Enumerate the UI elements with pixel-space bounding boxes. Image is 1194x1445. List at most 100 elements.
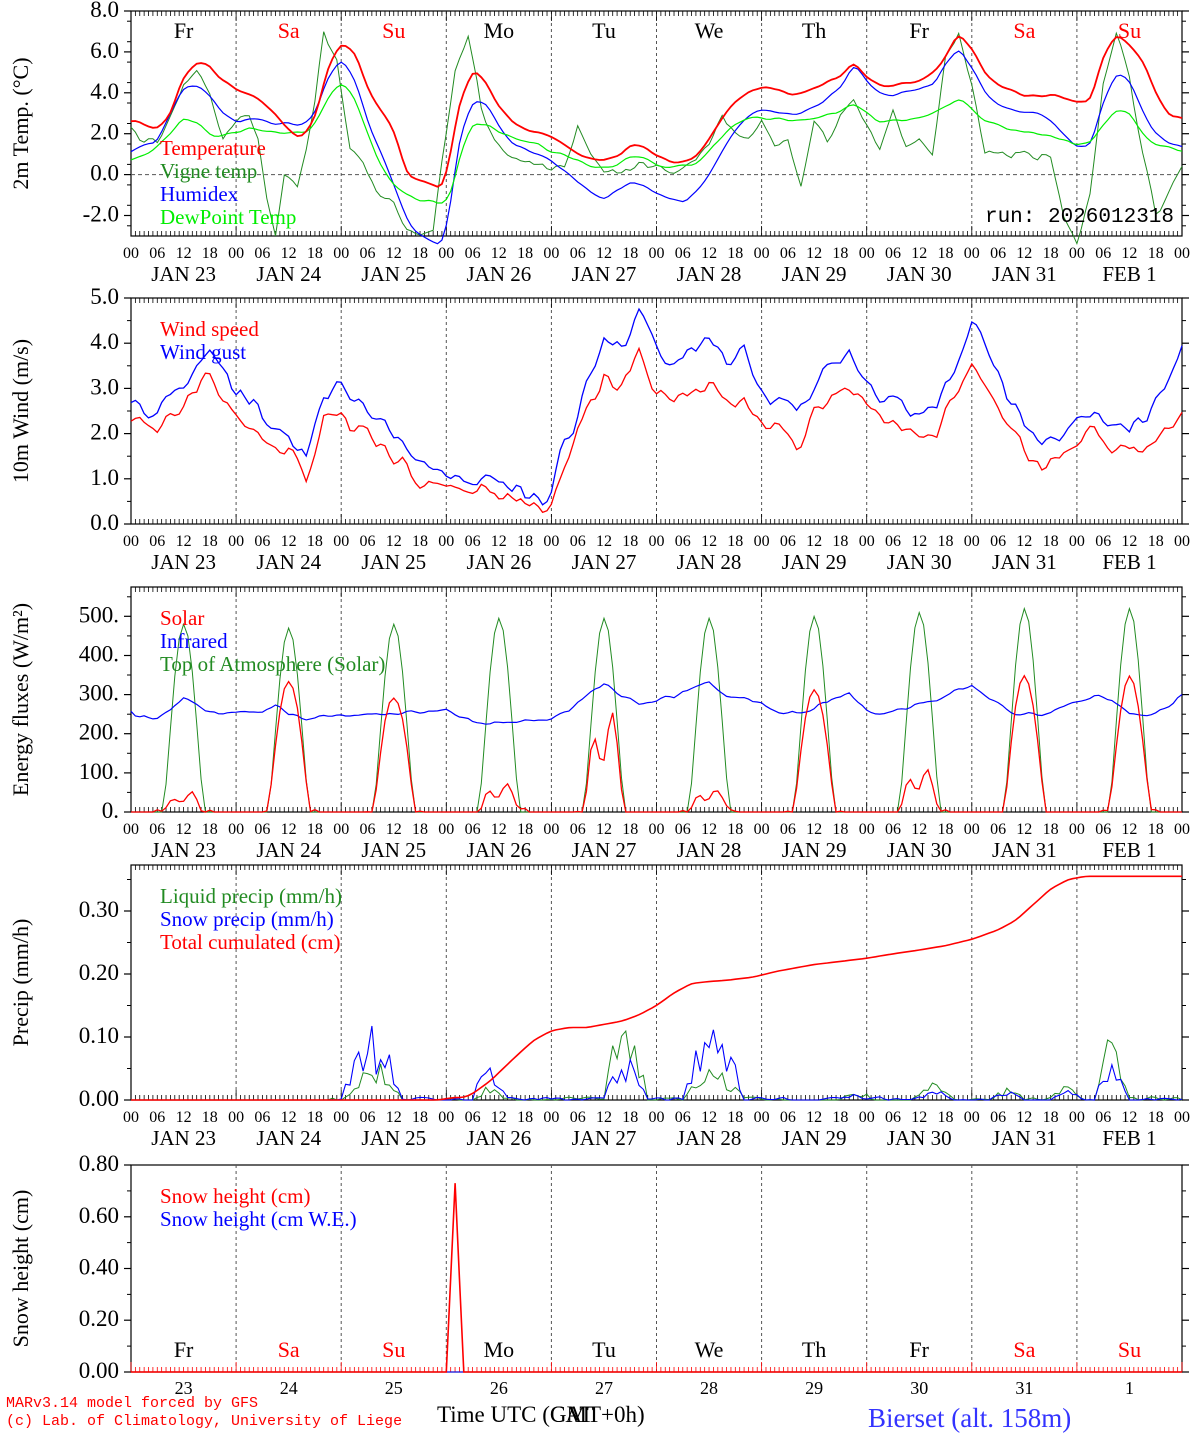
svg-text:18: 18 — [412, 821, 428, 838]
svg-text:Sa: Sa — [278, 1337, 300, 1362]
svg-text:0.: 0. — [102, 798, 119, 823]
svg-text:00: 00 — [754, 821, 770, 838]
svg-text:06: 06 — [465, 245, 481, 262]
svg-text:06: 06 — [570, 1109, 586, 1126]
svg-text:JAN 23: JAN 23 — [151, 262, 216, 286]
svg-text:0.80: 0.80 — [79, 1151, 119, 1176]
svg-text:12: 12 — [911, 533, 927, 550]
svg-text:JAN 30: JAN 30 — [887, 838, 952, 862]
svg-text:0.20: 0.20 — [79, 960, 119, 985]
svg-text:06: 06 — [780, 245, 796, 262]
svg-text:5.0: 5.0 — [90, 284, 119, 309]
svg-text:JAN 26: JAN 26 — [467, 550, 532, 574]
svg-text:00: 00 — [649, 533, 665, 550]
svg-text:00: 00 — [754, 245, 770, 262]
svg-text:00: 00 — [438, 1109, 454, 1126]
svg-text:00: 00 — [228, 245, 244, 262]
svg-text:00: 00 — [1069, 1109, 1085, 1126]
svg-text:18: 18 — [517, 533, 533, 550]
svg-text:Fr: Fr — [909, 18, 929, 43]
svg-text:0.30: 0.30 — [79, 897, 119, 922]
svg-text:JAN 31: JAN 31 — [992, 1126, 1057, 1150]
svg-text:12: 12 — [281, 1109, 297, 1126]
svg-text:00: 00 — [333, 245, 349, 262]
svg-text:06: 06 — [675, 245, 691, 262]
svg-text:JAN 24: JAN 24 — [256, 838, 321, 862]
svg-text:JAN 25: JAN 25 — [361, 838, 426, 862]
svg-text:Sa: Sa — [1013, 18, 1035, 43]
svg-text:JAN 26: JAN 26 — [467, 1126, 532, 1150]
svg-text:JAN 24: JAN 24 — [256, 550, 321, 574]
svg-text:FEB 1: FEB 1 — [1102, 838, 1156, 862]
svg-text:Sa: Sa — [1013, 1337, 1035, 1362]
svg-text:18: 18 — [1148, 533, 1164, 550]
svg-text:Fr: Fr — [174, 1337, 194, 1362]
svg-text:Mo: Mo — [484, 18, 515, 43]
svg-text:00: 00 — [649, 245, 665, 262]
svg-text:18: 18 — [202, 1109, 218, 1126]
svg-text:Mo: Mo — [484, 1337, 515, 1362]
svg-text:06: 06 — [885, 533, 901, 550]
svg-text:Snow height (cm W.E.): Snow height (cm W.E.) — [160, 1207, 357, 1231]
svg-text:18: 18 — [1043, 821, 1059, 838]
svg-text:00: 00 — [1174, 821, 1190, 838]
svg-text:12: 12 — [596, 245, 612, 262]
svg-text:1: 1 — [1125, 1378, 1134, 1398]
svg-text:Su: Su — [382, 18, 405, 43]
svg-text:0.20: 0.20 — [79, 1306, 119, 1331]
svg-text:2.0: 2.0 — [90, 420, 119, 445]
svg-text:00: 00 — [543, 821, 559, 838]
svg-text:12: 12 — [491, 821, 507, 838]
svg-text:06: 06 — [780, 533, 796, 550]
svg-text:JAN 30: JAN 30 — [887, 1126, 952, 1150]
svg-text:200.: 200. — [79, 720, 119, 745]
svg-text:JAN 23: JAN 23 — [151, 550, 216, 574]
svg-text:JAN 28: JAN 28 — [677, 1126, 742, 1150]
svg-text:12: 12 — [1121, 821, 1137, 838]
svg-text:JAN 23: JAN 23 — [151, 1126, 216, 1150]
svg-text:12: 12 — [176, 533, 192, 550]
svg-text:FEB 1: FEB 1 — [1102, 1126, 1156, 1150]
svg-text:00: 00 — [228, 533, 244, 550]
svg-text:00: 00 — [333, 821, 349, 838]
svg-text:00: 00 — [1174, 533, 1190, 550]
svg-text:2m Temp. (°C): 2m Temp. (°C) — [8, 57, 33, 189]
svg-text:06: 06 — [990, 821, 1006, 838]
svg-text:12: 12 — [176, 821, 192, 838]
svg-text:06: 06 — [570, 245, 586, 262]
svg-text:18: 18 — [307, 1109, 323, 1126]
svg-text:18: 18 — [1043, 1109, 1059, 1126]
svg-text:00: 00 — [649, 1109, 665, 1126]
svg-text:300.: 300. — [79, 681, 119, 706]
svg-text:Total cumulated (cm): Total cumulated (cm) — [160, 930, 340, 954]
svg-text:4.0: 4.0 — [90, 329, 119, 354]
svg-text:12: 12 — [386, 245, 402, 262]
svg-text:18: 18 — [307, 821, 323, 838]
svg-text:06: 06 — [1095, 1109, 1111, 1126]
svg-text:18: 18 — [202, 821, 218, 838]
svg-text:18: 18 — [832, 821, 848, 838]
svg-text:00: 00 — [964, 533, 980, 550]
svg-text:00: 00 — [1174, 1109, 1190, 1126]
svg-text:JAN 31: JAN 31 — [992, 262, 1057, 286]
svg-text:JAN 30: JAN 30 — [887, 550, 952, 574]
svg-text:run: 2026012318: run: 2026012318 — [985, 206, 1174, 229]
svg-text:12: 12 — [911, 821, 927, 838]
svg-text:JAN 31: JAN 31 — [992, 838, 1057, 862]
svg-text:18: 18 — [938, 821, 954, 838]
svg-text:400.: 400. — [79, 642, 119, 667]
svg-text:00: 00 — [859, 533, 875, 550]
svg-text:18: 18 — [1043, 245, 1059, 262]
svg-text:27: 27 — [595, 1378, 613, 1398]
svg-text:18: 18 — [1148, 245, 1164, 262]
svg-text:28: 28 — [700, 1378, 718, 1398]
svg-text:12: 12 — [386, 533, 402, 550]
svg-text:Vigne temp: Vigne temp — [160, 159, 257, 183]
svg-text:Infrared: Infrared — [160, 629, 228, 653]
svg-text:Wind gust: Wind gust — [160, 340, 246, 364]
svg-text:06: 06 — [465, 533, 481, 550]
svg-text:18: 18 — [412, 245, 428, 262]
svg-text:500.: 500. — [79, 602, 119, 627]
svg-text:Wind speed: Wind speed — [160, 317, 259, 341]
svg-text:00: 00 — [964, 245, 980, 262]
